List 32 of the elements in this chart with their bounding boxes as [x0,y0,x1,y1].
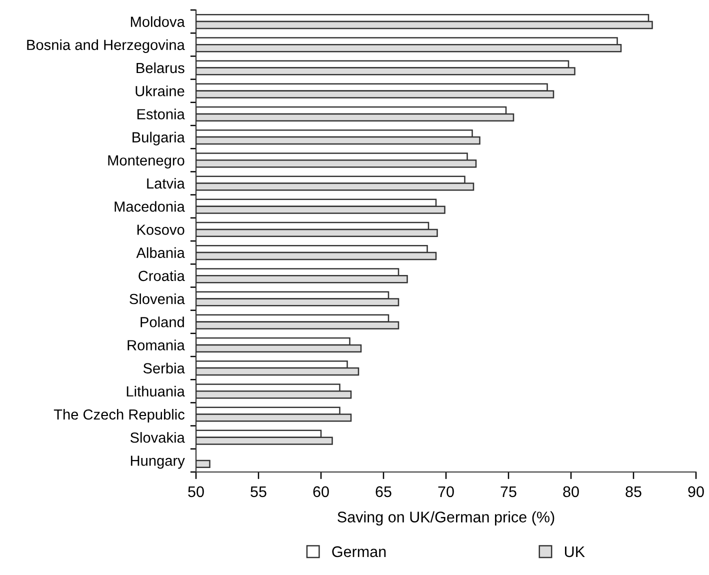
y-tick-label: Croatia [138,270,185,282]
x-tick-label: 65 [376,486,392,498]
y-tick-label: Slovenia [130,293,185,304]
x-tick-label: 85 [626,486,642,498]
y-tick-label: Hungary [130,456,185,469]
y-tick-label: Kosovo [137,224,184,235]
y-tick-label: Serbia [143,362,185,374]
x-tick-label: 80 [563,486,579,498]
y-tick-label: Slovakia [130,432,185,443]
y-tick-label: Bosnia and Herzegovina [27,39,185,53]
y-tick-label: The Czech Republic [54,408,185,423]
y-tick-label: Lithuania [126,386,185,397]
x-tick-label: 55 [250,486,266,498]
x-tick-label: 90 [688,486,704,498]
x-tick-label: 75 [500,486,516,498]
y-tick-label: Latvia [147,178,185,189]
y-tick-label: Albania [136,247,185,258]
y-tick-label: Moldova [130,16,185,27]
y-tick-label: Belarus [136,62,184,74]
y-tick-label: Estonia [137,108,185,120]
x-axis-title: Saving on UK/German price (%) [338,511,554,526]
y-tick-label: Montenegro [108,155,184,168]
x-tick-label: 50 [188,486,204,498]
y-tick-label: Macedonia [114,201,185,212]
y-tick-label: Ukraine [136,86,184,96]
y-tick-label: Poland [140,316,184,328]
legend-label: German [332,546,386,558]
x-tick-label: 70 [438,486,454,498]
y-tick-label: Bulgaria [132,132,185,146]
y-tick-label: Romania [128,340,185,350]
x-tick-label: 60 [313,486,329,498]
legend-label: UK [564,546,585,558]
